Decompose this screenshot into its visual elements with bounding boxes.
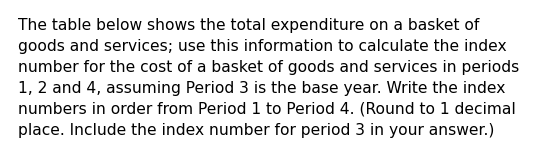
Text: The table below shows the total expenditure on a basket of
goods and services; u: The table below shows the total expendit… xyxy=(18,18,519,138)
